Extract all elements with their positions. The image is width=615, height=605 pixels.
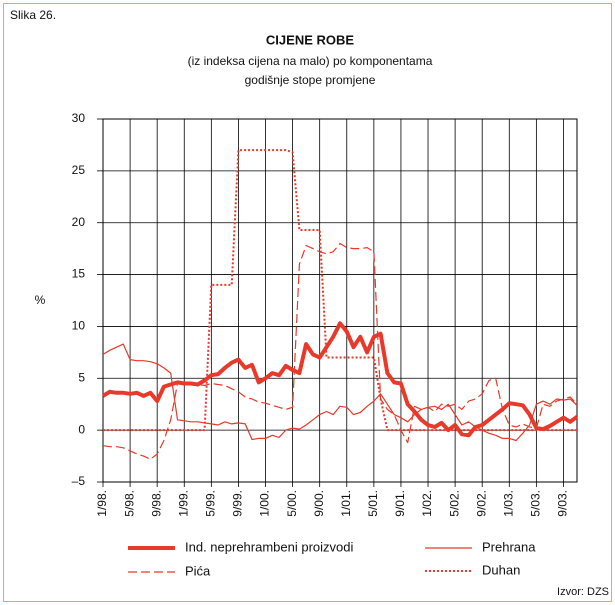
legend-label: Duhan	[482, 562, 520, 577]
series-line	[103, 149, 577, 432]
chart-subtitle: (iz indeksa cijena na malo) po komponent…	[188, 54, 433, 68]
y-tick-label: 30	[72, 111, 86, 125]
figure-label: Slika 26.	[10, 8, 56, 22]
source: Izvor: DZS	[557, 586, 609, 598]
chart-subtitle: godišnje stope promjene	[245, 73, 376, 87]
x-tick-label: 5/02.	[447, 490, 461, 517]
series-line	[102, 343, 578, 442]
chart-title: CIJENE ROBE	[266, 32, 354, 47]
x-tick-label: 5/99.	[204, 490, 218, 517]
y-tick-label: 5	[78, 370, 85, 384]
x-tick-label: 9/02.	[474, 490, 488, 517]
x-tick-label: 5/98.	[122, 490, 136, 517]
y-tick-label: –5	[72, 474, 86, 488]
plot-area	[102, 118, 578, 483]
x-tick-label: 9/03.	[556, 490, 570, 517]
y-tick-label: 25	[72, 163, 86, 177]
x-tick-label: 9/98.	[149, 490, 163, 517]
x-tick-label: 9/01.	[393, 490, 407, 517]
y-tick-label: 15	[72, 267, 86, 281]
x-tick-label: 1/99.	[176, 490, 190, 517]
y-tick-label: 0	[78, 422, 85, 436]
y-axis-label: %	[35, 293, 46, 307]
y-tick-label: 10	[72, 319, 86, 333]
x-tick-label: 1/03.	[501, 490, 515, 517]
x-tick-label: 5/00.	[285, 490, 299, 517]
x-tick-label: 9/99.	[231, 490, 245, 517]
x-tick-label: 1/01.	[339, 490, 353, 517]
x-tick-label: 1/00.	[258, 490, 272, 517]
x-tick-label: 5/01.	[366, 490, 380, 517]
x-tick-label: 9/00.	[312, 490, 326, 517]
legend-label: Prehrana	[482, 539, 536, 554]
series-line	[102, 242, 578, 460]
x-tick-label: 1/02.	[420, 490, 434, 517]
frame	[3, 3, 612, 602]
y-tick-label: 20	[72, 215, 86, 229]
legend-label: Pića	[185, 563, 211, 578]
legend-label: Ind. neprehrambeni proizvodi	[185, 539, 353, 554]
x-tick-label: 1/98.	[95, 490, 109, 517]
x-tick-label: 5/03.	[529, 490, 543, 517]
